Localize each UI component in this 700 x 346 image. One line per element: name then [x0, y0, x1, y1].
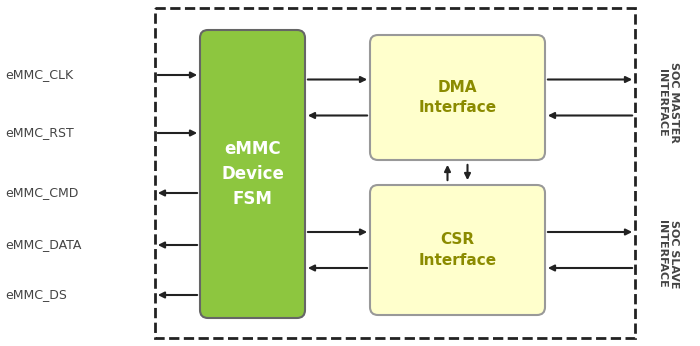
- Text: eMMC_CMD: eMMC_CMD: [5, 186, 78, 200]
- Text: SOC SLAVE
INTERFACE: SOC SLAVE INTERFACE: [657, 220, 679, 288]
- Text: eMMC_DATA: eMMC_DATA: [5, 238, 81, 252]
- Text: eMMC_DS: eMMC_DS: [5, 289, 67, 301]
- Text: SOC MASTER
INTERFACE: SOC MASTER INTERFACE: [657, 62, 679, 143]
- FancyBboxPatch shape: [200, 30, 305, 318]
- FancyBboxPatch shape: [370, 35, 545, 160]
- Text: eMMC_RST: eMMC_RST: [5, 127, 74, 139]
- Text: eMMC
Device
FSM: eMMC Device FSM: [221, 140, 284, 208]
- Text: CSR
Interface: CSR Interface: [419, 232, 496, 268]
- Bar: [155, 8, 635, 338]
- Text: DMA
Interface: DMA Interface: [419, 80, 496, 116]
- FancyBboxPatch shape: [370, 185, 545, 315]
- Text: eMMC_CLK: eMMC_CLK: [5, 69, 73, 82]
